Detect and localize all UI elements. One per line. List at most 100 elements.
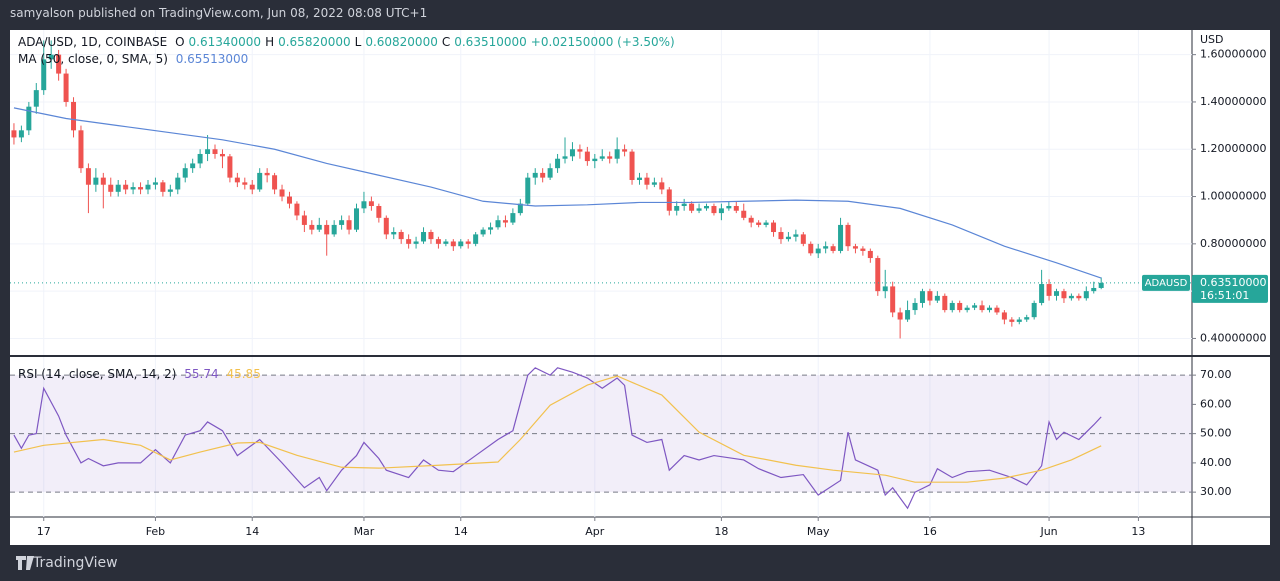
candle-body (123, 184, 129, 190)
candle-body (279, 189, 285, 197)
candle-body (190, 163, 196, 169)
rsi-legend: RSI (14, close, SMA, 14, 2) 55.74 45.85 (18, 367, 265, 381)
candle-body (443, 241, 449, 244)
candle-body (48, 54, 54, 60)
candle-body (771, 222, 777, 233)
candle-body (167, 189, 173, 192)
candle-body (741, 210, 747, 218)
candle-body (644, 177, 650, 185)
candle-body (986, 307, 992, 311)
candle-body (421, 232, 427, 242)
candle-body (294, 203, 300, 216)
symbol: ADA/USD, 1D, COINBASE (18, 35, 168, 49)
candle-body (823, 246, 829, 249)
candle-body (845, 224, 851, 247)
candle-body (264, 172, 270, 176)
rsi-title: RSI (14, close, SMA, 14, 2) (18, 367, 177, 381)
ohlc-value: 0.61340000 (188, 35, 262, 49)
candle-body (480, 229, 486, 235)
candle-body (838, 224, 844, 251)
candle-body (949, 302, 955, 311)
candle-body (488, 227, 494, 230)
candle-body (584, 151, 590, 162)
candle-body (1068, 295, 1074, 299)
candle-body (242, 182, 248, 185)
candle-body (778, 232, 784, 240)
candle-body (339, 220, 345, 225)
candle-body (852, 246, 858, 249)
candle-body (882, 286, 888, 292)
candle-body (205, 149, 211, 154)
candle-body (733, 206, 739, 211)
ohlc-value: 0.63510000 (454, 35, 527, 49)
x-tick-label: Mar (354, 525, 375, 538)
candle-body (808, 243, 814, 254)
candle-body (1016, 319, 1022, 322)
ma-name: MA (50, close, 0, SMA, 5) (18, 52, 168, 66)
rsi-sma-value: 45.85 (226, 367, 261, 381)
candle-body (398, 232, 404, 240)
axes: 17 Feb 14 Mar 14 Apr 18 May 16 Jun 13 0.40000000 0.6… (37, 48, 1267, 538)
x-tick-label: 14 (245, 525, 259, 538)
candle-body (815, 248, 821, 254)
candle-body (1091, 287, 1097, 292)
candle-body (197, 153, 203, 164)
candle-body (465, 241, 471, 244)
candle-body (890, 286, 896, 313)
candle-body (718, 208, 724, 214)
candle-body (622, 149, 628, 152)
candle-body (793, 234, 799, 237)
candle-body (547, 168, 553, 178)
candle-body (957, 302, 963, 311)
candle-body (711, 206, 717, 214)
candle-body (785, 236, 791, 240)
candle-body (93, 177, 99, 185)
candle-body (897, 312, 903, 320)
x-tick-label: 17 (37, 525, 51, 538)
x-tick-label: 16 (923, 525, 937, 538)
candle-body (473, 234, 479, 244)
y-tick-label: 1.20000000 (1200, 142, 1266, 155)
candle-body (919, 291, 925, 303)
candle-body (748, 217, 754, 223)
candle-body (517, 203, 523, 214)
candle-body (331, 224, 337, 235)
candle-body (361, 201, 367, 209)
candle-body (1076, 295, 1082, 299)
candle-body (100, 177, 106, 185)
candle-body (257, 172, 263, 190)
rsi-value: 55.74 (184, 367, 219, 381)
y-tick-label: 50.00 (1200, 427, 1232, 440)
candle-body (800, 234, 806, 244)
candle-body (435, 239, 441, 244)
x-tick-label: 14 (454, 525, 468, 538)
candle-body (830, 246, 836, 251)
candle-body (867, 250, 873, 259)
candle-body (569, 149, 575, 157)
price-badge-label: 0.63510000 (1200, 276, 1266, 289)
candle-body (458, 241, 464, 247)
candle-body (286, 196, 292, 204)
candle-body (540, 172, 546, 178)
candle-body (212, 149, 218, 154)
candle-body (160, 182, 166, 192)
symbol-badge-label: ADAUSD (1145, 278, 1188, 289)
candle-body (346, 220, 352, 230)
series-line (13, 367, 1102, 510)
candle-body (391, 232, 397, 235)
candle-body (301, 215, 307, 225)
candle-body (316, 224, 322, 230)
candle-body (905, 310, 911, 320)
candle-body (756, 222, 762, 225)
candle-body (562, 156, 568, 159)
candle-body (1009, 319, 1015, 322)
candle-body (1046, 284, 1052, 296)
candle-body (666, 189, 672, 211)
series-line (13, 107, 1102, 279)
candle-body (726, 206, 732, 209)
chart-area (10, 30, 1270, 545)
candle-body (138, 187, 144, 190)
candle-body (413, 241, 419, 244)
y-tick-label: 1.40000000 (1200, 95, 1266, 108)
candle-body (175, 177, 181, 190)
